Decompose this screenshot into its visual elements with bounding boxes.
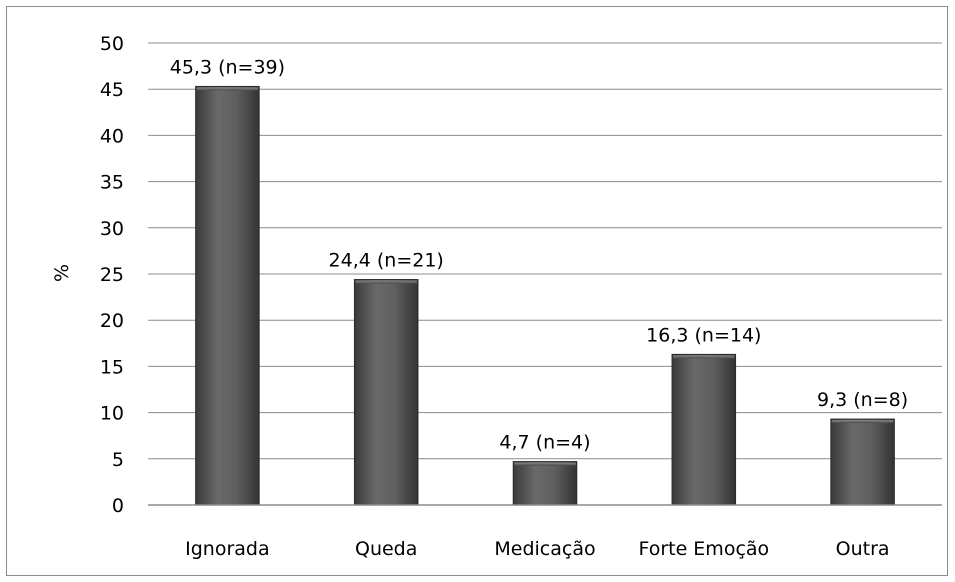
y-tick-label: 35 [100,172,124,194]
bar-outra [830,418,895,506]
gridlines [148,42,942,460]
data-label: 45,3 (n=39) [170,56,285,78]
x-category-label: Outra [836,538,890,560]
y-tick-label: 30 [100,218,124,240]
y-axis-ticks: 0 5 10 15 20 25 30 35 40 45 50 [100,33,124,517]
x-category-label: Queda [355,538,417,560]
bar-highlight [831,420,894,424]
data-label: 9,3 (n=8) [817,389,908,411]
bar-highlight [355,280,417,284]
bar-ignorada [195,85,260,506]
y-tick-label: 25 [100,264,124,286]
y-tick-label: 40 [100,125,124,147]
x-category-label: Ignorada [185,538,270,560]
x-category-label: Forte Emoção [638,538,769,560]
y-tick-label: 0 [112,495,124,517]
data-label: 16,3 (n=14) [646,324,761,346]
bar-highlight [673,355,735,359]
bar-medica-o [512,461,578,506]
x-category-label: Medicação [494,538,595,560]
data-labels: 45,3 (n=39) 24,4 (n=21) 4,7 (n=4) 16,3 (n=1… [170,56,908,453]
y-tick-label: 50 [100,33,124,55]
bar-highlight [514,462,576,466]
bar-queda [353,279,419,506]
chart-frame [6,6,948,576]
data-label: 4,7 (n=4) [499,432,590,454]
y-axis-title: % [51,264,73,282]
y-tick-label: 45 [100,79,124,101]
y-tick-label: 10 [100,403,124,425]
y-tick-label: 15 [100,356,124,378]
y-tick-label: 20 [100,310,124,332]
data-label: 24,4 (n=21) [329,250,444,272]
bars [195,85,895,506]
x-axis-categories: Ignorada Queda Medicação Forte Emoção Outra [185,538,889,560]
y-tick-label: 5 [112,449,124,471]
bar-highlight [196,87,259,91]
bar-forte-emo-o [671,353,737,506]
